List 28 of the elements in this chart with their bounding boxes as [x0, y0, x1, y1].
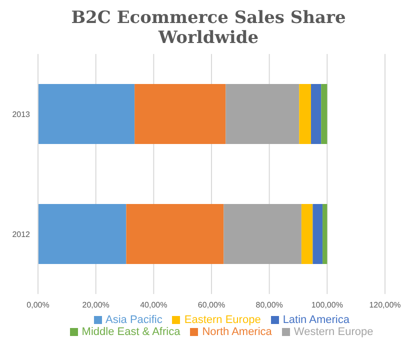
legend-label: North America: [202, 326, 272, 338]
bar: [299, 84, 311, 144]
bar: [301, 204, 313, 264]
bar: [38, 84, 135, 144]
y-tick-label: 2012: [12, 230, 31, 239]
bar: [321, 84, 328, 144]
x-tick-label: 120,00%: [369, 300, 401, 310]
bar: [38, 204, 126, 264]
x-tick-label: 100,00%: [311, 300, 343, 310]
x-tick-label: 20,00%: [82, 300, 110, 310]
x-tick-label: 0,00%: [26, 300, 50, 310]
legend-label: Middle East & Africa: [82, 326, 180, 338]
chart-title: B2C Ecommerce Sales Share Worldwide: [70, 8, 347, 48]
bar: [134, 84, 226, 144]
bar: [322, 204, 328, 264]
bar: [312, 204, 323, 264]
x-tick-label: 40,00%: [140, 300, 168, 310]
bar: [126, 204, 224, 264]
y-tick-label: 2013: [12, 110, 31, 119]
bar: [226, 84, 300, 144]
bar: [224, 204, 302, 264]
legend-label: Asia Pacific: [106, 314, 162, 326]
legend-label: Eastern Europe: [184, 314, 261, 326]
legend-label: Western Europe: [294, 326, 374, 338]
bar: [310, 84, 322, 144]
x-tick-label: 80,00%: [256, 300, 283, 310]
legend-label: Latin America: [282, 314, 350, 326]
x-tick-label: 60,00%: [198, 300, 226, 310]
